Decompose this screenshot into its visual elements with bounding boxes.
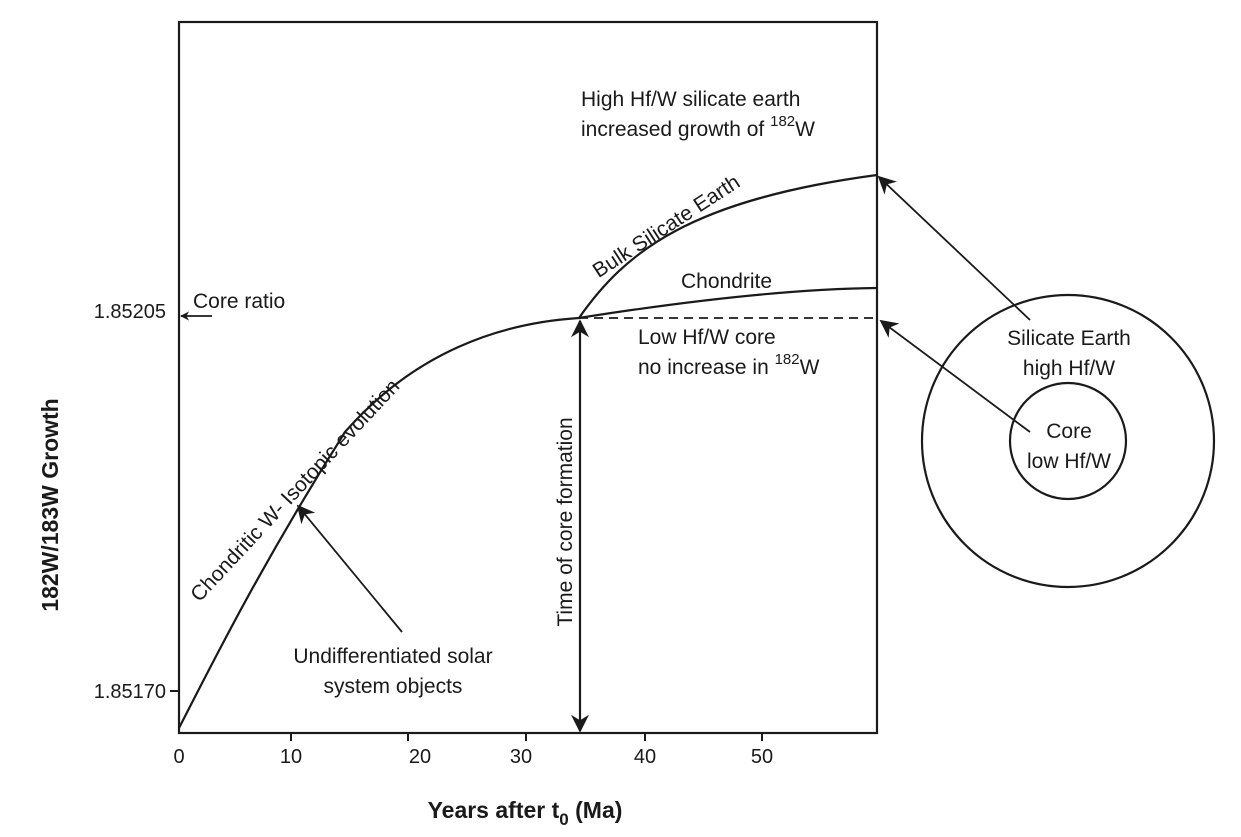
silicate-earth-label-line1: Silicate Earth (1007, 327, 1131, 350)
high-hfw-label-line2: increased growth of 182W (581, 113, 815, 141)
chondritic-evolution-label: Chondritic W- Isotopic evolution (186, 375, 404, 606)
y-tick-label: 1.85170 (94, 681, 166, 703)
core-label-line2: low Hf/W (1027, 450, 1111, 473)
x-tick-label: 10 (280, 746, 302, 768)
core-label-line1: Core (1046, 420, 1092, 443)
x-tick-label: 40 (634, 746, 656, 768)
silicate-earth-circle (920, 293, 1216, 589)
x-tick-label: 30 (510, 746, 532, 768)
y-tick-label: 1.85205 (94, 301, 166, 323)
undifferentiated-label-line2: system objects (324, 675, 463, 698)
chondrite-curve (178, 286, 878, 729)
low-core-label-line2: no increase in 182W (638, 351, 820, 379)
x-axis-ticks (290, 733, 763, 741)
x-tick-label: 0 (173, 746, 184, 768)
x-axis-title: Years after t0 (Ma) (428, 797, 623, 829)
silicate-earth-label-line2: high Hf/W (1023, 357, 1115, 380)
x-tick-labels: 0 10 20 30 40 50 (173, 746, 773, 768)
silicate-to-bse-arrow (877, 175, 1031, 321)
x-tick-label: 50 (751, 746, 773, 768)
bulk-silicate-earth-curve (578, 173, 878, 319)
undifferentiated-arrow (296, 504, 403, 633)
core-circle (1008, 381, 1128, 501)
bulk-silicate-earth-label: Bulk Silicate Earth (589, 170, 744, 282)
chondrite-label: Chondrite (681, 270, 772, 293)
low-core-label-line1: Low Hf/W core (638, 326, 776, 349)
y-axis-title: 182W/183W Growth (37, 398, 63, 611)
core-ratio-label: Core ratio (193, 290, 285, 313)
high-hfw-label-line1: High Hf/W silicate earth (581, 88, 800, 111)
undifferentiated-label-line1: Undifferentiated solar (293, 645, 492, 668)
x-tick-label: 20 (409, 746, 431, 768)
plot-frame (177, 20, 879, 735)
core-to-ratio-arrow (879, 319, 1031, 433)
time-core-formation-label: Time of core formation (554, 417, 577, 626)
